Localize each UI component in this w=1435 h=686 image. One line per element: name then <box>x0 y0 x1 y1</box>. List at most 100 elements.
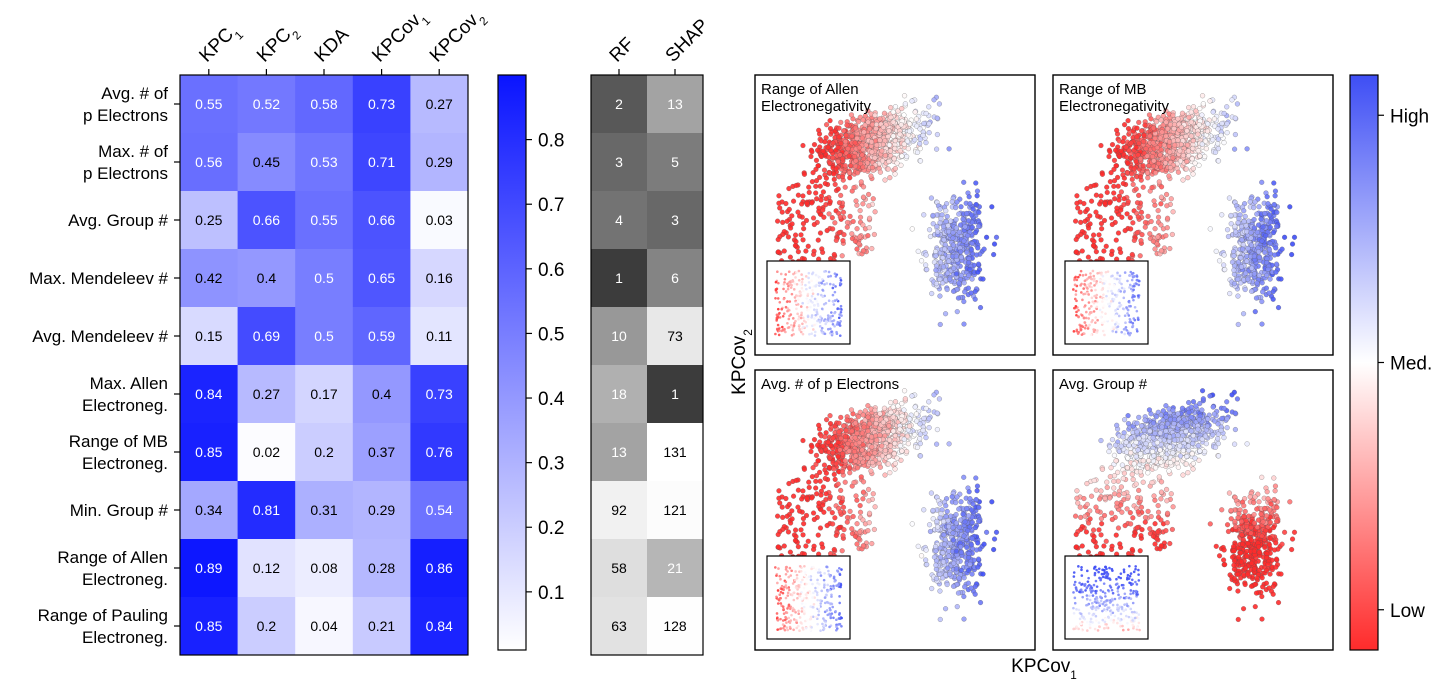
inset-point <box>1107 296 1111 300</box>
scatter-point <box>905 146 911 152</box>
inset-point <box>1135 330 1139 333</box>
rank-cell <box>591 191 648 250</box>
scatter-point <box>1124 170 1130 176</box>
scatter-point <box>808 449 814 455</box>
inset-point <box>1132 317 1136 320</box>
scatter-point <box>1130 220 1136 226</box>
scatter-point <box>1186 105 1192 111</box>
scatter-point <box>1136 192 1142 198</box>
inset-point <box>821 288 824 292</box>
heatmap-cell <box>237 423 296 482</box>
scatter-point <box>855 119 861 125</box>
scatter-point <box>1246 218 1252 224</box>
inset-point <box>1128 274 1131 277</box>
scatter-point <box>784 513 790 519</box>
scatter-point <box>1074 200 1080 206</box>
inset-point <box>815 283 818 287</box>
scatter-point <box>865 119 871 125</box>
scatter-point <box>972 296 978 302</box>
inset-point <box>1079 324 1083 328</box>
scatter-point <box>915 248 921 254</box>
row-label: p Electrons <box>83 164 168 183</box>
scatter-point <box>958 499 964 505</box>
scatter-point <box>1089 198 1095 204</box>
heatmap-cell <box>410 191 469 250</box>
scatter-point <box>885 133 891 140</box>
scatter-point <box>1075 205 1081 211</box>
heatmap-value: 0.65 <box>368 270 395 286</box>
heatmap-cell <box>352 423 411 482</box>
scatter-point <box>811 221 817 228</box>
scatter-point <box>1082 218 1088 224</box>
scatter-point <box>946 441 952 447</box>
inset-point <box>805 305 809 309</box>
inset-point <box>823 332 827 336</box>
inset-point <box>1133 305 1137 309</box>
scatter-point <box>1144 153 1150 159</box>
inset-point <box>1118 280 1121 284</box>
inset-point <box>813 330 817 334</box>
scatter-point <box>804 200 810 206</box>
scatter-point <box>1203 146 1209 152</box>
scatter-point <box>836 134 842 140</box>
scatter-point <box>1093 192 1099 198</box>
scatter-point <box>980 276 986 282</box>
scatter-point <box>826 465 832 471</box>
scatter-point <box>866 486 872 492</box>
scatter-point <box>815 147 821 153</box>
scatter-point <box>953 512 959 518</box>
scatter-point <box>965 285 971 291</box>
scatter-point <box>838 119 844 125</box>
row-label: Range of Allen <box>57 548 168 567</box>
inset-point <box>805 324 809 328</box>
scatter-point <box>1210 109 1216 115</box>
inset-point <box>1090 289 1093 292</box>
inset-point <box>833 272 837 275</box>
scatter-point <box>1228 212 1234 219</box>
scatter-point <box>1188 109 1194 115</box>
scatter-point <box>1170 112 1176 118</box>
scatter-point <box>873 121 880 128</box>
scatter-point <box>1291 234 1298 240</box>
inset-point <box>1082 287 1085 290</box>
inset-point <box>1130 278 1134 282</box>
scatter-point <box>934 223 940 229</box>
scatter-point <box>840 209 847 215</box>
inset-point <box>807 271 811 275</box>
inset-point <box>788 300 792 303</box>
scatter-point <box>975 269 981 275</box>
scatter-point <box>1175 116 1181 122</box>
scatter-point <box>1152 202 1158 208</box>
heatmap-cell <box>352 481 411 540</box>
scatter-point <box>857 214 864 220</box>
scatter-point <box>842 139 848 145</box>
inset-point <box>1089 305 1093 308</box>
scatter-point <box>974 193 980 199</box>
scatter-point <box>954 494 960 500</box>
scatter-point <box>1259 321 1265 327</box>
scatter-point <box>859 152 865 158</box>
scatter-point <box>933 263 940 269</box>
scatter-point <box>940 264 947 270</box>
scatter-point <box>1248 242 1254 248</box>
scatter-point <box>822 476 828 482</box>
row-label: Electroneg. <box>82 570 168 589</box>
scatter-point <box>923 140 929 146</box>
scatter-point <box>886 142 892 148</box>
inset-point <box>1132 275 1135 278</box>
inset-point <box>781 314 785 318</box>
heatmap-cell <box>237 133 296 192</box>
column-label: KPCov2 <box>426 5 490 69</box>
scatter-point <box>785 234 791 240</box>
scatter-point <box>926 425 932 431</box>
scatter-point <box>1090 243 1096 249</box>
scatter-point <box>958 254 964 260</box>
inset-point <box>1121 307 1125 310</box>
scatter-point <box>868 139 875 145</box>
inset-point <box>1109 294 1112 298</box>
scatter-point <box>854 246 860 252</box>
scatter-point <box>1156 161 1162 167</box>
scatter-point <box>961 238 967 244</box>
scatter-point <box>835 186 841 192</box>
rank-cell <box>647 133 704 192</box>
